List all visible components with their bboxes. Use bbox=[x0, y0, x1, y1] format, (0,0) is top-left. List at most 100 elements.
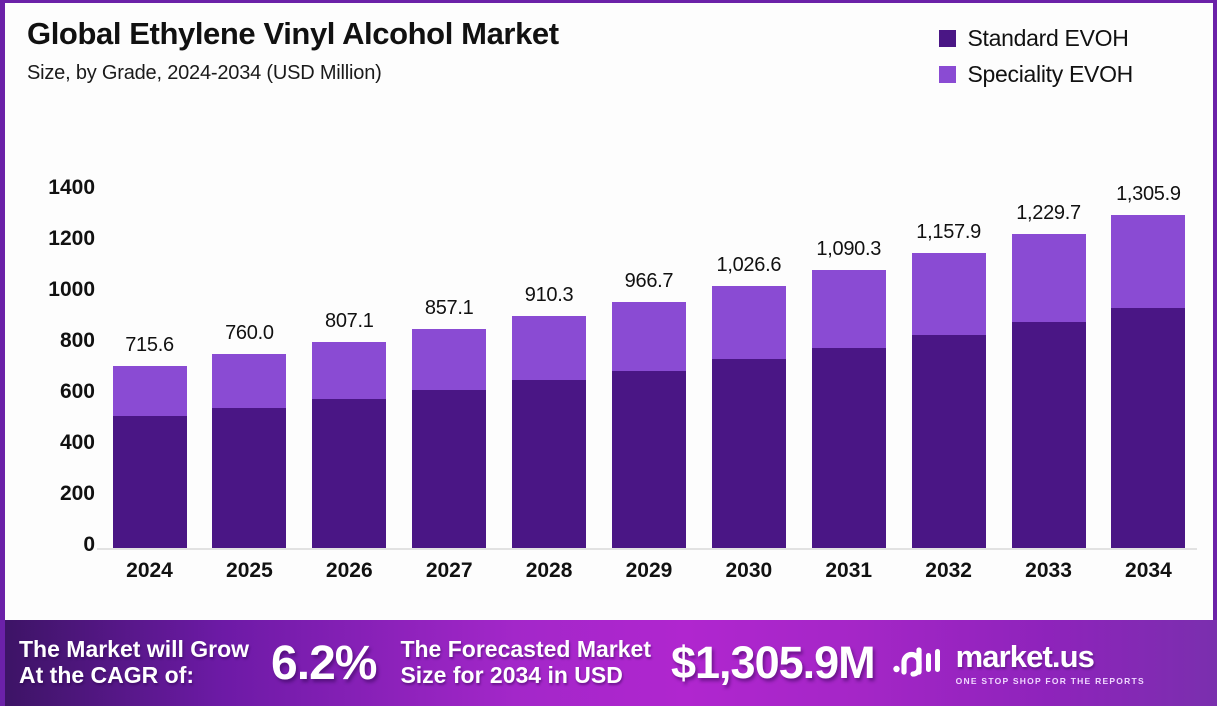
y-axis-tick-label: 400 bbox=[59, 431, 95, 454]
bar-segment-standard-evoh[interactable] bbox=[1111, 308, 1186, 548]
y-axis-tick-label: 800 bbox=[59, 329, 95, 352]
bar-total-label: 1,229.7 bbox=[1016, 202, 1081, 225]
x-axis-tick-label: 2031 bbox=[825, 559, 873, 582]
y-axis: 0 200 400 600 800 1000 1200 1400 bbox=[5, 163, 95, 563]
stacked-bar[interactable] bbox=[911, 252, 986, 548]
bar-total-label: 966.7 bbox=[624, 269, 674, 292]
bar-column[interactable]: 966.7 bbox=[599, 163, 698, 548]
bar-segment-standard-evoh[interactable] bbox=[911, 334, 986, 548]
y-axis-tick-label: 200 bbox=[59, 482, 95, 505]
bar-column[interactable]: 1,157.9 bbox=[899, 163, 998, 548]
bar-segment-speciality-evoh[interactable] bbox=[412, 329, 487, 391]
legend-item-standard-evoh[interactable]: Standard EVOH bbox=[939, 25, 1133, 52]
forecast-caption-line2: Size for 2034 in USD bbox=[400, 662, 623, 688]
bar-segment-standard-evoh[interactable] bbox=[711, 359, 786, 548]
chart-plot-area: 0 200 400 600 800 1000 1200 1400 715.6 760.0 807.… bbox=[5, 163, 1217, 608]
logo-tagline: ONE STOP SHOP FOR THE REPORTS bbox=[955, 675, 1145, 686]
bar-segment-speciality-evoh[interactable] bbox=[611, 301, 686, 371]
stacked-bar[interactable] bbox=[112, 365, 187, 548]
x-axis-tick-label: 2026 bbox=[325, 559, 373, 582]
bar-column[interactable]: 760.0 bbox=[200, 163, 299, 548]
bar-column[interactable]: 1,229.7 bbox=[999, 163, 1098, 548]
bar-segment-standard-evoh[interactable] bbox=[312, 399, 387, 548]
bar-segment-standard-evoh[interactable] bbox=[811, 348, 886, 548]
bar-total-label: 807.1 bbox=[325, 310, 374, 333]
bar-segment-standard-evoh[interactable] bbox=[1011, 321, 1086, 548]
bar-total-label: 760.0 bbox=[225, 322, 274, 345]
bar-column[interactable]: 910.3 bbox=[500, 163, 599, 548]
bar-column[interactable]: 857.1 bbox=[400, 163, 499, 548]
stacked-bar[interactable] bbox=[711, 286, 786, 548]
bar-total-label: 1,090.3 bbox=[816, 237, 882, 260]
forecast-caption-line1: The Forecasted Market bbox=[400, 636, 651, 663]
chart-header: Global Ethylene Vinyl Alcohol Market Siz… bbox=[27, 16, 559, 85]
stacked-bar[interactable] bbox=[611, 301, 686, 548]
y-axis-tick-label: 1000 bbox=[48, 278, 95, 301]
cagr-caption: The Market will Grow At the CAGR of: bbox=[19, 636, 250, 689]
y-axis-tick-label: 1400 bbox=[48, 176, 95, 199]
stacked-bar[interactable] bbox=[212, 354, 287, 548]
footer-banner: The Market will Grow At the CAGR of: 6.2… bbox=[5, 620, 1217, 706]
chart-subtitle: Size, by Grade, 2024-2034 (USD Million) bbox=[27, 62, 382, 85]
bar-group: 715.6 760.0 807.1 857.1 910.3 966.7 1,026.6 1,0… bbox=[100, 163, 1198, 548]
x-axis: 2024 2025 2026 2027 2028 2029 2030 2031 2032 2033… bbox=[100, 559, 1198, 583]
y-axis-tick-label: 600 bbox=[59, 380, 95, 403]
bar-segment-speciality-evoh[interactable] bbox=[512, 315, 587, 380]
legend-label-speciality-evoh: Speciality EVOH bbox=[967, 61, 1133, 87]
bar-segment-standard-evoh[interactable] bbox=[212, 407, 287, 548]
x-axis-tick-label: 2024 bbox=[126, 559, 173, 582]
legend-item-speciality-evoh[interactable]: Speciality EVOH bbox=[939, 61, 1133, 88]
bar-segment-speciality-evoh[interactable] bbox=[1011, 234, 1086, 322]
forecast-caption: The Forecasted Market Size for 2034 in U… bbox=[400, 636, 651, 689]
legend-swatch-standard-evoh bbox=[939, 30, 957, 47]
stacked-bar[interactable] bbox=[1111, 215, 1186, 548]
bar-total-label: 1,157.9 bbox=[916, 220, 981, 243]
bar-segment-speciality-evoh[interactable] bbox=[112, 365, 187, 416]
chart-legend: Standard EVOH Speciality EVOH bbox=[939, 25, 1133, 97]
page-title: Global Ethylene Vinyl Alcohol Market bbox=[27, 16, 559, 51]
x-axis-tick-label: 2032 bbox=[925, 559, 972, 582]
bar-total-label: 857.1 bbox=[424, 297, 474, 320]
stacked-bar[interactable] bbox=[1011, 234, 1086, 548]
cagr-value: 6.2% bbox=[271, 636, 377, 690]
bar-column[interactable]: 1,026.6 bbox=[699, 163, 798, 548]
bar-segment-speciality-evoh[interactable] bbox=[811, 270, 886, 349]
bar-segment-standard-evoh[interactable] bbox=[611, 370, 686, 548]
bar-segment-speciality-evoh[interactable] bbox=[911, 252, 986, 335]
market-us-logo[interactable]: market.us ONE STOP SHOP FOR THE REPORTS bbox=[892, 641, 1145, 686]
stacked-bar[interactable] bbox=[312, 342, 387, 548]
x-axis-tick-label: 2029 bbox=[625, 559, 673, 582]
forecast-value: $1,305.9M bbox=[670, 637, 876, 688]
bar-column[interactable]: 807.1 bbox=[300, 163, 399, 548]
bar-total-label: 1,026.6 bbox=[716, 254, 782, 277]
bar-segment-standard-evoh[interactable] bbox=[412, 390, 487, 548]
x-axis-tick-label: 2028 bbox=[525, 559, 573, 582]
bar-column[interactable]: 715.6 bbox=[100, 163, 199, 548]
x-axis-tick-label: 2027 bbox=[425, 559, 473, 582]
cagr-caption-line2: At the CAGR of: bbox=[19, 662, 195, 688]
bar-segment-standard-evoh[interactable] bbox=[512, 379, 587, 548]
legend-swatch-speciality-evoh bbox=[939, 66, 957, 83]
cagr-caption-line1: The Market will Grow bbox=[19, 636, 250, 663]
market-us-wordmark: market.us ONE STOP SHOP FOR THE REPORTS bbox=[956, 641, 1145, 686]
bar-segment-standard-evoh[interactable] bbox=[112, 415, 187, 548]
x-axis-tick-label: 2030 bbox=[725, 559, 773, 582]
stacked-bar[interactable] bbox=[412, 329, 487, 548]
bar-total-label: 1,305.9 bbox=[1116, 183, 1181, 205]
bar-column[interactable]: 1,090.3 bbox=[799, 163, 898, 548]
x-axis-tick-label: 2025 bbox=[226, 559, 273, 582]
bar-column[interactable]: 1,305.9 bbox=[1099, 163, 1198, 548]
legend-label-standard-evoh: Standard EVOH bbox=[967, 25, 1129, 51]
logo-name: market.us bbox=[955, 638, 1095, 674]
bar-segment-speciality-evoh[interactable] bbox=[312, 342, 387, 400]
bar-total-label: 910.3 bbox=[524, 283, 574, 306]
y-axis-tick-label: 1200 bbox=[48, 227, 95, 250]
stacked-bar[interactable] bbox=[512, 315, 587, 548]
bar-segment-speciality-evoh[interactable] bbox=[212, 354, 287, 408]
bar-segment-speciality-evoh[interactable] bbox=[711, 286, 786, 360]
y-axis-tick-label: 0 bbox=[83, 533, 95, 556]
x-axis-line bbox=[97, 548, 1197, 550]
stacked-bar[interactable] bbox=[811, 270, 886, 548]
bar-segment-speciality-evoh[interactable] bbox=[1111, 215, 1186, 309]
